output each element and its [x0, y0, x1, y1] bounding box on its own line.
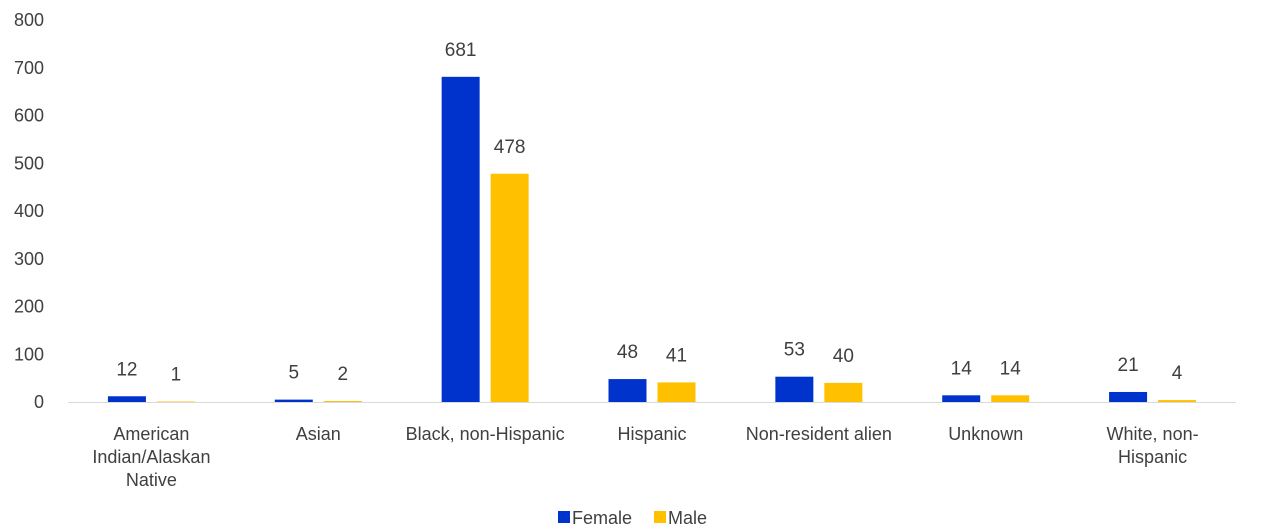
- bar-female-4: [775, 376, 814, 402]
- legend-label-male: Male: [668, 508, 707, 528]
- data-label-female-5: 14: [951, 358, 973, 379]
- x-category-label: Black, non-Hispanic: [406, 424, 565, 444]
- bar-male-6: [1158, 400, 1197, 402]
- y-tick-label: 700: [14, 58, 44, 78]
- bar-male-4: [824, 382, 863, 402]
- bar-female-0: [107, 396, 146, 402]
- y-tick-label: 300: [14, 249, 44, 269]
- data-label-male-6: 4: [1172, 363, 1183, 384]
- data-label-male-0: 1: [171, 365, 182, 386]
- x-category-label: Native: [126, 470, 177, 490]
- data-label-male-5: 14: [1000, 358, 1022, 379]
- bars: [107, 76, 1197, 403]
- y-tick-label: 200: [14, 297, 44, 317]
- y-tick-label: 0: [34, 392, 44, 412]
- data-label-female-4: 53: [784, 340, 805, 361]
- data-label-female-0: 12: [116, 359, 137, 380]
- x-category-label: Hispanic: [1118, 447, 1187, 467]
- y-tick-label: 800: [14, 10, 44, 30]
- bar-female-5: [942, 395, 981, 402]
- data-label-female-2: 681: [445, 40, 477, 61]
- legend-label-female: Female: [572, 508, 632, 528]
- data-label-male-2: 478: [494, 137, 526, 158]
- data-label-male-4: 40: [833, 346, 854, 367]
- x-category-label: American: [113, 424, 189, 444]
- x-category-label: Unknown: [948, 424, 1023, 444]
- x-category-label: Hispanic: [617, 424, 686, 444]
- data-label-female-6: 21: [1118, 355, 1139, 376]
- bar-male-1: [323, 401, 362, 402]
- bar-male-3: [657, 382, 696, 402]
- x-category-label: Asian: [296, 424, 341, 444]
- x-axis: American Indian/Alaskan Native Asian Black, …: [92, 424, 1198, 490]
- data-label-female-3: 48: [617, 342, 638, 363]
- y-tick-label: 500: [14, 153, 44, 173]
- y-tick-label: 600: [14, 106, 44, 126]
- data-label-male-1: 2: [337, 364, 348, 385]
- x-category-label: Non-resident alien: [746, 424, 892, 444]
- bar-male-5: [991, 395, 1030, 402]
- bar-female-2: [441, 76, 480, 402]
- y-tick-label: 100: [14, 344, 44, 364]
- legend: Female Male: [558, 508, 707, 528]
- legend-swatch-female: [558, 511, 570, 523]
- data-labels: 12 1 5 2 681 478 48 41 53 40 14 14 21 4: [116, 40, 1182, 386]
- bar-male-2: [490, 173, 529, 402]
- data-label-male-3: 41: [666, 345, 687, 366]
- bar-female-6: [1109, 391, 1148, 402]
- x-category-label: Indian/Alaskan: [92, 447, 210, 467]
- legend-swatch-male: [654, 511, 666, 523]
- bar-female-3: [608, 379, 647, 402]
- y-tick-label: 400: [14, 201, 44, 221]
- bar-male-0: [156, 401, 195, 403]
- y-axis: 0 100 200 300 400 500 600 700 800: [14, 10, 44, 412]
- data-label-female-1: 5: [288, 363, 299, 384]
- bar-female-1: [274, 399, 313, 402]
- x-category-label: White, non-: [1107, 424, 1199, 444]
